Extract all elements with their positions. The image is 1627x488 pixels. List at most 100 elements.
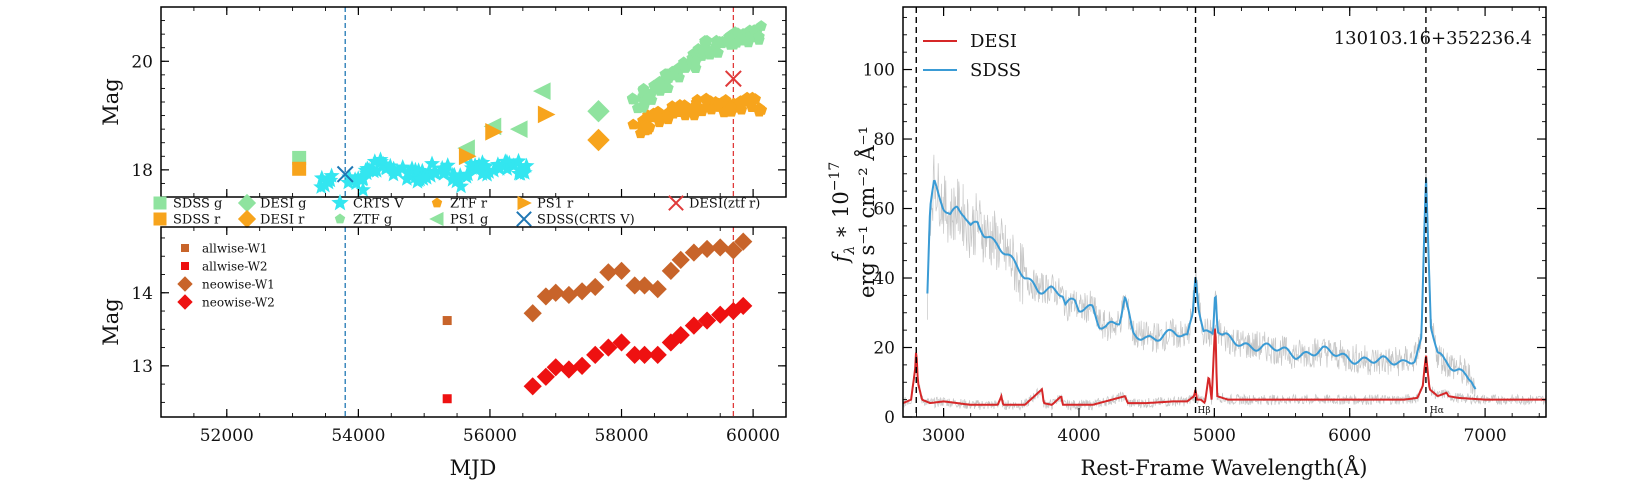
bottom-ylabel: Mag [99, 298, 123, 345]
ztf-g-point [712, 46, 724, 58]
spectrum-ylabel-line2: erg s⁻¹ cm⁻² Å⁻¹ [854, 126, 879, 298]
ztf-g-point [690, 55, 702, 66]
halpha-label: Hα [1430, 406, 1444, 416]
ztf-r-point [713, 97, 725, 109]
legend-marker-desi-ztf-r [668, 195, 684, 211]
neowise-w2-point [572, 356, 592, 375]
legend-label-sdss-r: SDSS r [173, 213, 221, 228]
crts-v-point [357, 162, 374, 178]
y-tick-label: 13 [131, 357, 153, 377]
ztf-r-point [675, 106, 687, 117]
neowise-w1-point [586, 277, 605, 297]
neowise-w2-point [711, 305, 730, 324]
neowise-w1-point [697, 239, 717, 259]
spectrum-xlabel: Rest-Frame Wavelength(Å) [1081, 455, 1368, 480]
crts-v-point [439, 157, 456, 173]
hbeta-label: Hβ [1198, 406, 1211, 416]
legend-marker-sdss-r [153, 212, 167, 226]
crts-v-point [474, 165, 491, 181]
legend-marker-ztf-g [334, 213, 346, 224]
wise-legend: allwise-W1 allwise-W2 neowise-W1 neowise-W2 [177, 242, 275, 310]
crts-v-point [394, 159, 411, 175]
crts-v-point [434, 159, 451, 176]
crts-v-point [316, 177, 333, 193]
ztf-r-point [674, 99, 686, 110]
neowise-w2-point [546, 358, 565, 377]
legend-label-desi-ztf-r: DESI(ztf r) [689, 197, 760, 212]
top-ylabel: Mag [99, 78, 123, 125]
crts-v-point [313, 169, 330, 185]
x-tick-label: 58000 [594, 426, 648, 446]
neowise-w1-point [648, 280, 667, 299]
neowise-w2-point [599, 338, 618, 357]
neowise-w1-point [684, 243, 703, 262]
legend-marker-ps1-g [429, 211, 444, 227]
crts-v-point [399, 164, 416, 181]
sdss-crts-v-point-stroke-b [336, 165, 354, 183]
ztf-r-point [641, 121, 654, 133]
x-tick-label: 60000 [726, 426, 780, 446]
neowise-w1-point [625, 276, 644, 295]
crts-v-point [501, 154, 518, 171]
ztf-r-point [753, 102, 766, 114]
y-tick-label: 100 [863, 61, 895, 81]
x-tick-label: 5000 [1193, 426, 1236, 446]
crts-v-point [518, 157, 535, 173]
crts-v-point [460, 166, 476, 182]
crts-v-point [448, 173, 465, 189]
ztf-r-point [652, 105, 664, 117]
legend-marker-ps1-r [517, 195, 532, 211]
y-tick-label: 80 [873, 130, 895, 150]
legend-marker-neowise-w2 [177, 294, 193, 310]
desi-g-point [587, 100, 610, 123]
crts-v-point [476, 157, 493, 173]
crts-v-point [453, 178, 469, 194]
neowise-w1-point [612, 261, 631, 280]
top-plot-frame [160, 6, 787, 198]
crts-v-point [323, 167, 340, 183]
desi-ztf-r-point-stroke-b [724, 70, 742, 88]
optical-light-curve-panel: 18 20 Mag [99, 6, 787, 198]
spectrum-legend: DESI SDSS [923, 31, 1021, 81]
neowise-w2-point [612, 333, 631, 352]
legend-marker-crts-v [331, 193, 349, 211]
ztf-r-point [741, 91, 753, 103]
ps1-g-point [457, 139, 475, 157]
ztf-r-point [725, 101, 737, 113]
y-tick-label: 20 [131, 52, 153, 72]
neowise-w2-point [648, 345, 667, 364]
bottom-plot-frame [160, 226, 787, 418]
neowise-w2-point [559, 360, 578, 379]
ps1-g-point [509, 120, 528, 138]
legend-marker-ztf-r [431, 197, 443, 208]
crts-v-point [366, 153, 383, 169]
crts-v-point [427, 165, 444, 181]
desi-r-point [587, 128, 610, 152]
neowise-w2-point [586, 345, 605, 364]
ps1-r-point [485, 123, 503, 141]
legend-label-neowise-w2: neowise-W2 [202, 296, 275, 310]
x-tick-label: 54000 [331, 426, 385, 446]
crts-v-point [444, 171, 461, 187]
neowise-w1-point [661, 261, 680, 280]
legend-label-allwise-w2: allwise-W2 [202, 260, 268, 274]
crts-v-point [385, 166, 402, 182]
crts-v-point [389, 163, 406, 179]
neowise-w1-point [635, 276, 654, 295]
neowise-w2-point [697, 311, 717, 330]
legend-label-desi-r: DESI r [260, 213, 305, 228]
crts-v-point [410, 162, 427, 178]
legend-label-ztf-g: ZTF g [353, 213, 392, 228]
spectrum-plot-frame [902, 6, 1547, 418]
desi-ztf-r-point [724, 70, 742, 88]
crts-v-point [340, 174, 357, 190]
raw-spectrum-desi [903, 324, 1546, 411]
crts-v-point [341, 168, 358, 184]
legend-marker-neowise-w1 [177, 276, 193, 292]
neowise-w2-point [724, 301, 743, 321]
legend-marker-sdss-crts-v-stroke-b [516, 211, 532, 227]
ztf-g-point [732, 27, 744, 39]
y-tick-label: 60 [873, 200, 895, 220]
